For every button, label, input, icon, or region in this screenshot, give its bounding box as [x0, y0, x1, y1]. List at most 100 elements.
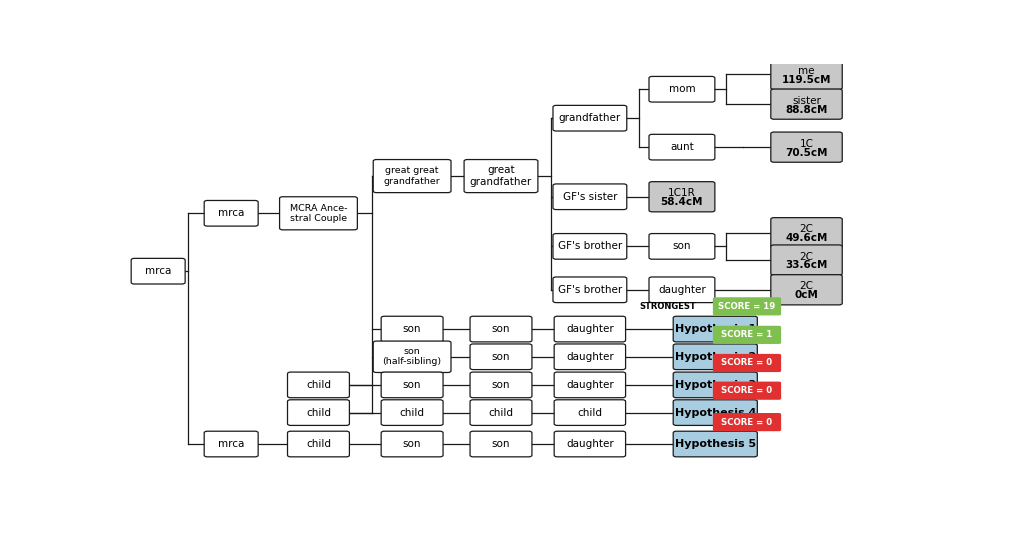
Text: GF's brother: GF's brother — [558, 241, 622, 251]
FancyBboxPatch shape — [771, 132, 842, 162]
Text: great
grandfather: great grandfather — [470, 165, 532, 187]
Text: me: me — [799, 66, 815, 76]
FancyBboxPatch shape — [673, 344, 758, 369]
FancyBboxPatch shape — [280, 197, 357, 230]
Text: mrca: mrca — [218, 439, 245, 449]
Text: 49.6cM: 49.6cM — [785, 233, 827, 243]
FancyBboxPatch shape — [554, 372, 626, 398]
Text: child: child — [578, 408, 602, 418]
Text: 2C: 2C — [800, 224, 813, 234]
Text: mom: mom — [669, 84, 695, 95]
FancyBboxPatch shape — [673, 372, 758, 398]
FancyBboxPatch shape — [553, 105, 627, 131]
FancyBboxPatch shape — [673, 400, 758, 425]
Text: Hypothesis 2: Hypothesis 2 — [675, 352, 756, 362]
FancyBboxPatch shape — [554, 344, 626, 369]
FancyBboxPatch shape — [649, 182, 715, 212]
Text: child: child — [306, 408, 331, 418]
Text: daughter: daughter — [566, 324, 613, 334]
Text: Hypothesis 3: Hypothesis 3 — [675, 380, 756, 390]
Text: SCORE = 0: SCORE = 0 — [722, 386, 772, 395]
FancyBboxPatch shape — [673, 316, 758, 342]
Text: 1C1R: 1C1R — [668, 188, 695, 198]
FancyBboxPatch shape — [673, 431, 758, 457]
FancyBboxPatch shape — [649, 277, 715, 303]
Text: MCRA Ance-
stral Couple: MCRA Ance- stral Couple — [290, 204, 347, 223]
FancyBboxPatch shape — [649, 76, 715, 102]
Text: sister: sister — [793, 96, 821, 106]
Text: 0cM: 0cM — [795, 290, 818, 300]
Text: daughter: daughter — [566, 439, 613, 449]
FancyBboxPatch shape — [554, 400, 626, 425]
FancyBboxPatch shape — [373, 159, 451, 193]
FancyBboxPatch shape — [204, 200, 258, 226]
FancyBboxPatch shape — [470, 316, 531, 342]
FancyBboxPatch shape — [288, 400, 349, 425]
FancyBboxPatch shape — [553, 234, 627, 259]
FancyBboxPatch shape — [131, 258, 185, 284]
Text: GF's sister: GF's sister — [562, 192, 617, 202]
Text: GF's brother: GF's brother — [558, 285, 622, 295]
Text: 2C: 2C — [800, 281, 813, 291]
Text: SCORE = 0: SCORE = 0 — [722, 359, 772, 367]
Text: 119.5cM: 119.5cM — [781, 75, 831, 85]
FancyBboxPatch shape — [713, 354, 781, 372]
Text: daughter: daughter — [658, 285, 706, 295]
FancyBboxPatch shape — [713, 382, 781, 400]
FancyBboxPatch shape — [771, 89, 842, 119]
Text: Hypothesis 4: Hypothesis 4 — [675, 408, 756, 418]
FancyBboxPatch shape — [554, 316, 626, 342]
Text: STRONGEST: STRONGEST — [639, 302, 696, 311]
Text: aunt: aunt — [670, 142, 694, 152]
Text: Hypothesis 5: Hypothesis 5 — [675, 439, 756, 449]
Text: daughter: daughter — [566, 352, 613, 362]
FancyBboxPatch shape — [771, 245, 842, 275]
Text: 88.8cM: 88.8cM — [785, 105, 827, 114]
Text: 70.5cM: 70.5cM — [785, 148, 827, 157]
Text: mrca: mrca — [145, 266, 171, 276]
FancyBboxPatch shape — [713, 413, 781, 431]
Text: son: son — [492, 352, 510, 362]
Text: grandfather: grandfather — [559, 113, 621, 123]
FancyBboxPatch shape — [713, 297, 781, 315]
Text: son: son — [402, 380, 421, 390]
Text: 1C: 1C — [800, 139, 813, 149]
Text: child: child — [399, 408, 425, 418]
Text: child: child — [306, 380, 331, 390]
Text: SCORE = 19: SCORE = 19 — [719, 302, 775, 311]
FancyBboxPatch shape — [771, 59, 842, 90]
Text: great great
grandfather: great great grandfather — [384, 166, 440, 186]
FancyBboxPatch shape — [288, 431, 349, 457]
FancyBboxPatch shape — [288, 372, 349, 398]
FancyBboxPatch shape — [553, 277, 627, 303]
FancyBboxPatch shape — [713, 326, 781, 344]
Text: son: son — [673, 241, 691, 251]
FancyBboxPatch shape — [649, 134, 715, 160]
Text: 58.4cM: 58.4cM — [660, 197, 703, 207]
Text: daughter: daughter — [566, 380, 613, 390]
FancyBboxPatch shape — [771, 275, 842, 305]
Text: son: son — [402, 324, 421, 334]
Text: Hypothesis 1: Hypothesis 1 — [675, 324, 756, 334]
FancyBboxPatch shape — [470, 344, 531, 369]
Text: 2C: 2C — [800, 251, 813, 262]
Text: son: son — [492, 324, 510, 334]
FancyBboxPatch shape — [381, 372, 443, 398]
FancyBboxPatch shape — [553, 184, 627, 209]
Text: son: son — [402, 439, 421, 449]
Text: son: son — [492, 439, 510, 449]
Text: mrca: mrca — [218, 208, 245, 219]
FancyBboxPatch shape — [381, 316, 443, 342]
Text: son: son — [492, 380, 510, 390]
Text: SCORE = 0: SCORE = 0 — [722, 418, 772, 426]
FancyBboxPatch shape — [649, 234, 715, 259]
FancyBboxPatch shape — [204, 431, 258, 457]
FancyBboxPatch shape — [381, 431, 443, 457]
FancyBboxPatch shape — [470, 431, 531, 457]
FancyBboxPatch shape — [554, 431, 626, 457]
FancyBboxPatch shape — [381, 400, 443, 425]
FancyBboxPatch shape — [771, 217, 842, 248]
Text: child: child — [306, 439, 331, 449]
Text: 33.6cM: 33.6cM — [785, 260, 827, 271]
Text: SCORE = 1: SCORE = 1 — [721, 330, 773, 339]
